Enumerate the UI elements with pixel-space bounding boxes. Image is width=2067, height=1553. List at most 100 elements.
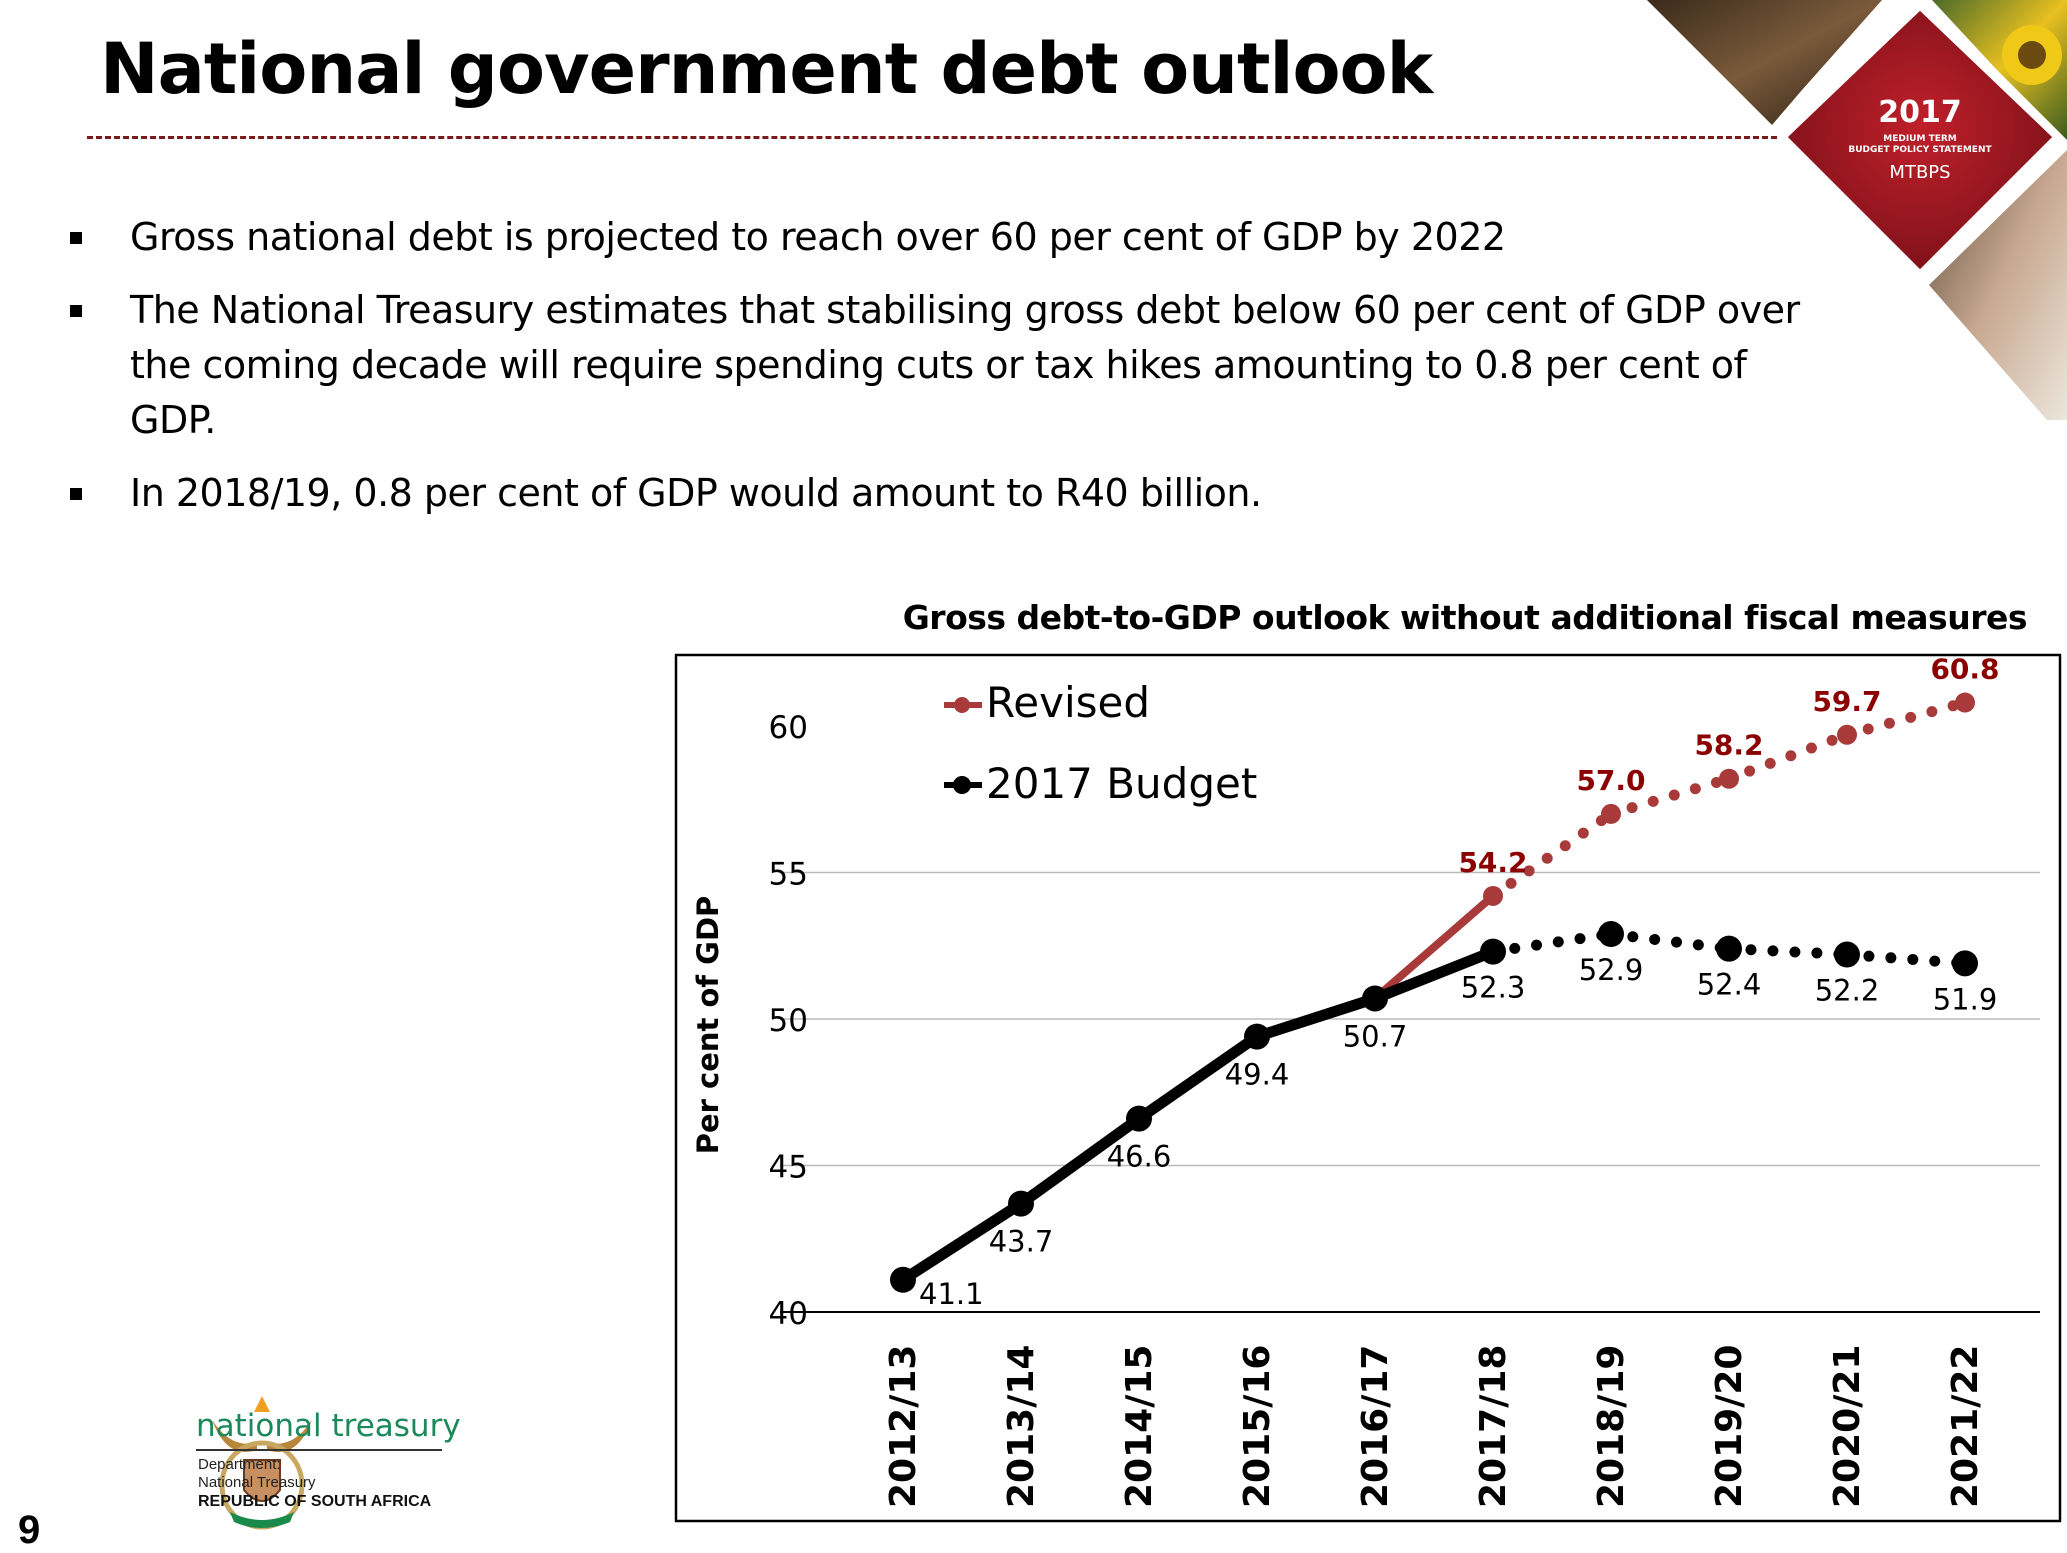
- legend-revised-marker: [954, 697, 970, 713]
- dept-name: National Treasury: [198, 1474, 316, 1491]
- treasury-divider: [196, 1449, 442, 1451]
- bullet-text: The National Treasury estimates that sta…: [130, 288, 1800, 442]
- x-tick-label: 2018/19: [1591, 1345, 1632, 1508]
- projection-segment: [1723, 943, 1853, 961]
- data-label: 54.2: [1458, 846, 1527, 879]
- bullet-item: In 2018/19, 0.8 per cent of GDP would am…: [62, 466, 1822, 521]
- data-point[interactable]: [1601, 803, 1621, 824]
- data-label: 46.6: [1107, 1140, 1172, 1174]
- data-label: 43.7: [989, 1225, 1054, 1259]
- x-tick-label: 2014/15: [1119, 1345, 1160, 1508]
- data-point[interactable]: [1008, 1190, 1034, 1217]
- badge-line2: BUDGET POLICY STATEMENT: [1848, 145, 1992, 155]
- dept-label: Department:: [198, 1456, 281, 1473]
- data-point[interactable]: [1837, 724, 1857, 745]
- treasury-name: national treasury: [196, 1408, 461, 1444]
- y-tick-label: 55: [769, 857, 808, 893]
- bullet-square-icon: [70, 488, 82, 500]
- legend-budget-label[interactable]: 2017 Budget: [986, 759, 1257, 808]
- data-label: 51.9: [1933, 982, 1998, 1016]
- bullet-text: Gross national debt is projected to reac…: [130, 215, 1506, 259]
- y-axis-label: Per cent of GDP: [691, 896, 725, 1155]
- y-tick-label: 45: [769, 1150, 808, 1186]
- badge-line1: MEDIUM TERM: [1883, 134, 1957, 144]
- x-tick-label: 2020/21: [1827, 1345, 1868, 1508]
- line-segment: [1133, 1031, 1263, 1125]
- mtbps-badge-diamond: [1782, 5, 2058, 275]
- data-label: 58.2: [1694, 729, 1763, 762]
- gridlines: [780, 871, 2040, 1313]
- data-label: 57.0: [1576, 764, 1645, 797]
- data-label: 50.7: [1343, 1019, 1408, 1053]
- data-label: 49.4: [1225, 1058, 1290, 1092]
- data-point[interactable]: [1483, 885, 1503, 906]
- x-axis-ticks: 2012/13 2013/14 2014/15 2015/16 2016/17 2017/…: [883, 1345, 1986, 1508]
- page-number: 9: [18, 1508, 41, 1552]
- x-tick-label: 2016/17: [1355, 1345, 1396, 1508]
- data-point[interactable]: [1362, 985, 1388, 1012]
- data-label: 59.7: [1812, 685, 1881, 718]
- chart-legend: Revised 2017 Budget: [944, 678, 1257, 808]
- data-point[interactable]: [890, 1266, 916, 1293]
- slide-title: National government debt outlook: [100, 28, 1433, 110]
- mtbps-corner-graphic: 2017 MEDIUM TERM BUDGET POLICY STATEMENT…: [1647, 0, 2067, 420]
- legend-revised-label[interactable]: Revised: [986, 678, 1150, 727]
- photo-students: [1647, 0, 1882, 125]
- treasury-department: Department: National Treasury: [198, 1456, 316, 1492]
- data-label: 52.9: [1579, 953, 1644, 987]
- data-label: 60.8: [1930, 653, 1999, 686]
- projection-segment: [1487, 928, 1617, 958]
- data-label: 52.4: [1697, 968, 1762, 1002]
- chart-frame: [674, 653, 2062, 1523]
- projection-segment: [1605, 773, 1735, 820]
- coat-of-arms-logo: [212, 1396, 312, 1530]
- data-point[interactable]: [1955, 692, 1975, 713]
- y-axis-ticks: 40 45 50 55 60: [769, 710, 808, 1332]
- treasury-country: REPUBLIC OF SOUTH AFRICA: [198, 1493, 432, 1510]
- data-point[interactable]: [1126, 1105, 1152, 1132]
- line-segment: [1015, 1113, 1145, 1210]
- data-point[interactable]: [1244, 1023, 1270, 1050]
- y-tick-label: 60: [769, 710, 808, 746]
- legend-budget-marker: [953, 776, 971, 794]
- x-tick-label: 2012/13: [883, 1345, 924, 1508]
- data-label: 41.1: [919, 1277, 984, 1311]
- bullet-square-icon: [70, 305, 82, 317]
- y-tick-label: 40: [769, 1296, 808, 1332]
- bullet-text: In 2018/19, 0.8 per cent of GDP would am…: [130, 471, 1262, 515]
- x-tick-label: 2017/18: [1473, 1345, 1514, 1508]
- data-point[interactable]: [1952, 950, 1978, 977]
- bullet-item: The National Treasury estimates that sta…: [62, 283, 1822, 448]
- line-segment: [1251, 992, 1381, 1043]
- bullet-square-icon: [70, 232, 82, 244]
- projection-segment: [1723, 729, 1853, 785]
- line-segment: [1369, 946, 1499, 1004]
- data-point[interactable]: [1716, 935, 1742, 962]
- sun-rays: [254, 1396, 270, 1412]
- data-point[interactable]: [1598, 921, 1624, 948]
- data-label: 52.3: [1461, 971, 1526, 1005]
- bullet-item: Gross national debt is projected to reac…: [62, 210, 1822, 265]
- data-point[interactable]: [1719, 768, 1739, 789]
- photo-worker: [1929, 150, 2067, 420]
- title-divider: [87, 136, 1777, 139]
- data-point[interactable]: [1480, 938, 1506, 965]
- x-tick-label: 2021/22: [1945, 1345, 1986, 1508]
- line-segment: [1371, 891, 1497, 1003]
- x-tick-label: 2013/14: [1001, 1345, 1042, 1508]
- badge-year: 2017: [1878, 95, 1962, 130]
- data-label: 52.2: [1815, 974, 1880, 1008]
- series-layer: 54.2 57.0 58.2 59.7 60.8 41.143.7 46.6 49.4 50.7…: [890, 653, 2000, 1311]
- projection-segment: [1841, 697, 1971, 741]
- x-tick-label: 2019/20: [1709, 1345, 1750, 1508]
- y-tick-label: 50: [769, 1003, 808, 1039]
- chart-title: Gross debt-to-GDP outlook without additi…: [902, 598, 2028, 637]
- sunflower-center: [2018, 41, 2046, 69]
- badge-abbr: MTBPS: [1889, 162, 1950, 183]
- motto-ribbon: [230, 1512, 294, 1528]
- projection-segment: [1841, 949, 1971, 969]
- bullet-list: Gross national debt is projected to reac…: [62, 210, 1822, 539]
- data-point[interactable]: [1834, 941, 1860, 968]
- line-segment: [897, 1198, 1027, 1286]
